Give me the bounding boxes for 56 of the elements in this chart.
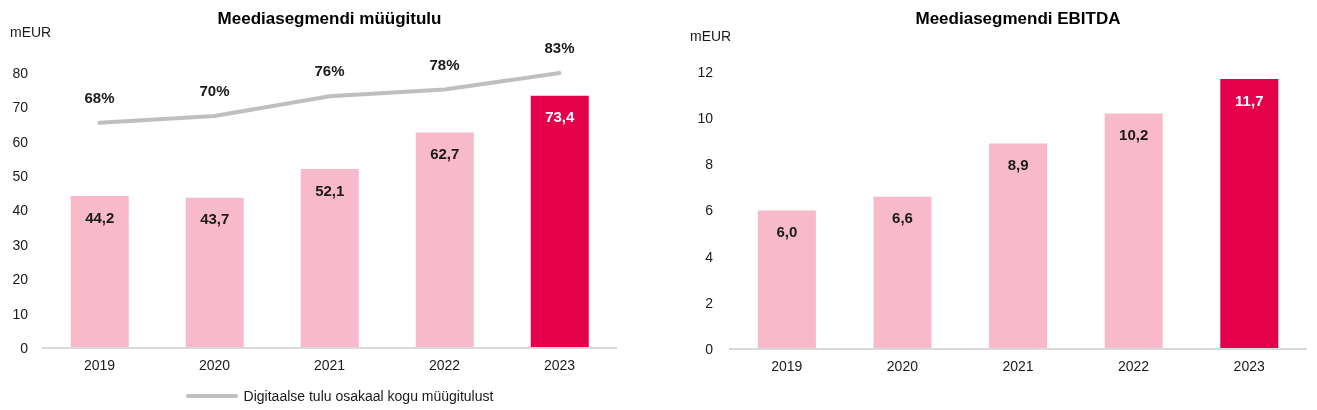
y-axis-title: mEUR [10, 24, 52, 40]
x-tick-label: 2023 [1233, 357, 1265, 374]
data-label: 44,2 [85, 208, 115, 226]
y-tick-label: 60 [12, 133, 29, 150]
bar [757, 210, 816, 349]
y-tick-label: 12 [697, 63, 714, 80]
bar [300, 168, 359, 348]
data-label: 6,0 [776, 223, 798, 241]
y-tick-label: 4 [705, 248, 714, 265]
y-tick-label: 2 [705, 294, 714, 311]
y-tick-label: 80 [12, 64, 29, 81]
x-tick-label: 2023 [543, 356, 576, 373]
x-tick-label: 2020 [198, 356, 231, 373]
data-label: 73,4 [545, 108, 575, 126]
bar [989, 143, 1048, 349]
data-label: 11,7 [1235, 91, 1264, 109]
data-label: 10,2 [1119, 126, 1149, 144]
y-tick-label: 10 [697, 110, 714, 127]
bar [185, 197, 244, 348]
x-tick-label: 2019 [771, 357, 803, 374]
x-tick-label: 2022 [428, 356, 461, 373]
bar [1220, 78, 1279, 349]
data-label: 76% [314, 62, 345, 80]
bar [1104, 113, 1163, 349]
y-tick-label: 30 [12, 236, 29, 253]
chart-title: Meediasegmendi müügitulu [217, 9, 442, 28]
y-tick-label: 0 [20, 339, 29, 356]
data-label: 6,6 [892, 209, 913, 227]
bar [415, 132, 474, 348]
bar [70, 196, 129, 348]
y-tick-label: 50 [12, 168, 29, 185]
data-label: 83% [544, 39, 575, 56]
data-label: 70% [199, 82, 230, 100]
y-tick-label: 8 [705, 156, 714, 173]
x-tick-label: 2020 [886, 357, 919, 374]
y-axis-title: mEUR [690, 28, 732, 44]
chart-title: Meediasegmendi EBITDA [914, 9, 1122, 29]
data-label: 78% [429, 55, 460, 73]
x-tick-label: 2019 [83, 356, 116, 373]
data-label: 52,1 [315, 181, 345, 199]
y-tick-label: 70 [12, 99, 29, 116]
x-tick-label: 2021 [313, 356, 346, 373]
y-tick-label: 6 [705, 202, 714, 219]
data-label: 68% [84, 88, 115, 106]
data-label: 43,7 [200, 210, 230, 228]
legend-label: Digitaalse tulu osakaal kogu müügitulust [243, 388, 494, 404]
data-label: 8,9 [1007, 156, 1029, 174]
y-tick-label: 0 [705, 340, 714, 357]
data-label: 62,7 [430, 145, 460, 163]
y-tick-label: 10 [12, 305, 29, 322]
bar [873, 196, 932, 349]
bar [530, 95, 589, 348]
x-tick-label: 2022 [1118, 357, 1150, 374]
y-tick-label: 40 [12, 202, 29, 219]
x-tick-label: 2021 [1002, 357, 1034, 374]
y-tick-label: 20 [12, 271, 29, 288]
